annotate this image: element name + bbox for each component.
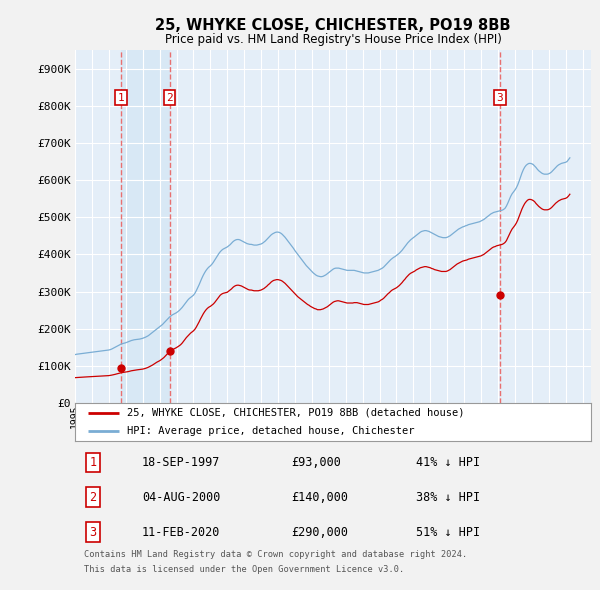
Bar: [121, 50, 170, 403]
Text: 2: 2: [166, 93, 173, 103]
Text: 3: 3: [497, 93, 503, 103]
Text: HPI: Average price, detached house, Chichester: HPI: Average price, detached house, Chic…: [127, 426, 414, 436]
Text: Price paid vs. HM Land Registry's House Price Index (HPI): Price paid vs. HM Land Registry's House …: [164, 33, 502, 46]
Text: 51% ↓ HPI: 51% ↓ HPI: [416, 526, 479, 539]
Text: 04-AUG-2000: 04-AUG-2000: [142, 491, 220, 504]
Text: 11-FEB-2020: 11-FEB-2020: [142, 526, 220, 539]
Text: £290,000: £290,000: [292, 526, 349, 539]
Text: 18-SEP-1997: 18-SEP-1997: [142, 456, 220, 469]
Text: 3: 3: [89, 526, 97, 539]
Text: 1: 1: [118, 93, 124, 103]
Text: 38% ↓ HPI: 38% ↓ HPI: [416, 491, 479, 504]
Text: 25, WHYKE CLOSE, CHICHESTER, PO19 8BB: 25, WHYKE CLOSE, CHICHESTER, PO19 8BB: [155, 18, 511, 33]
Text: 2: 2: [89, 491, 97, 504]
Text: Contains HM Land Registry data © Crown copyright and database right 2024.: Contains HM Land Registry data © Crown c…: [84, 550, 467, 559]
Text: This data is licensed under the Open Government Licence v3.0.: This data is licensed under the Open Gov…: [84, 565, 404, 573]
Text: £93,000: £93,000: [292, 456, 341, 469]
Text: 41% ↓ HPI: 41% ↓ HPI: [416, 456, 479, 469]
Text: £140,000: £140,000: [292, 491, 349, 504]
Text: 25, WHYKE CLOSE, CHICHESTER, PO19 8BB (detached house): 25, WHYKE CLOSE, CHICHESTER, PO19 8BB (d…: [127, 408, 464, 418]
Text: 1: 1: [89, 456, 97, 469]
